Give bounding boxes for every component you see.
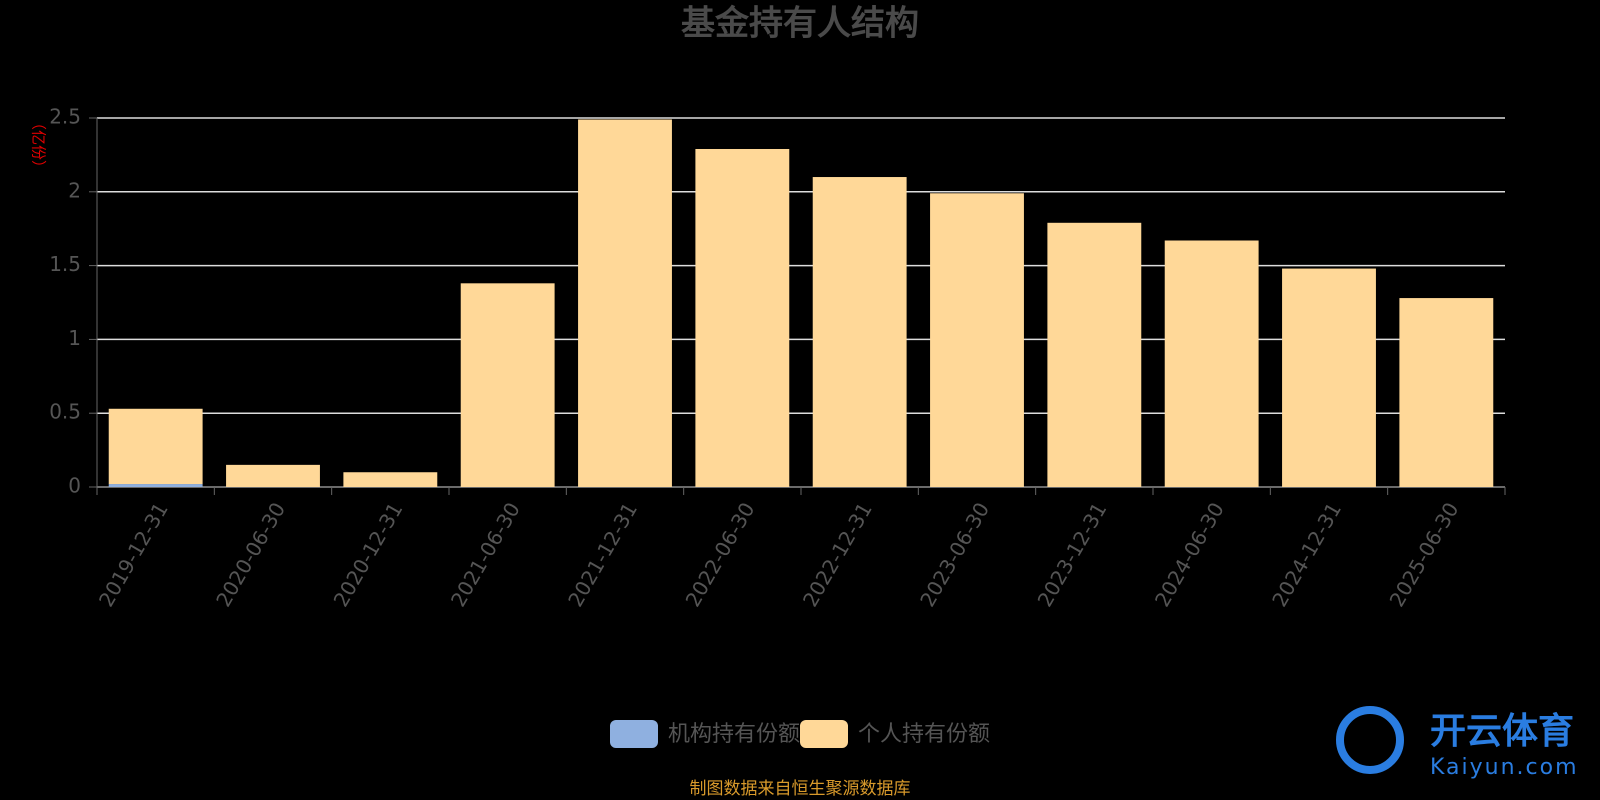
bar: [108, 484, 203, 487]
bar: [1164, 240, 1259, 487]
bar: [1282, 268, 1376, 487]
y-tick-label: 1: [68, 326, 81, 350]
bar: [1399, 298, 1494, 487]
y-tick-label: 0.5: [49, 400, 81, 424]
y-tick-label: 0: [68, 474, 81, 498]
watermark: 开云体育 Kaiyun.com: [1336, 706, 1579, 780]
x-tick-label: 2022-06-30: [681, 498, 760, 611]
bar: [108, 408, 203, 485]
y-tick-label: 2: [68, 178, 81, 202]
bar: [226, 464, 320, 487]
legend-swatch: [800, 720, 848, 748]
bar: [1047, 222, 1142, 487]
source-note: 制图数据来自恒生聚源数据库: [690, 779, 911, 799]
x-tick-label: 2025-06-30: [1385, 498, 1464, 611]
x-tick-label: 2021-06-30: [446, 498, 525, 611]
x-tick-label: 2024-12-31: [1267, 498, 1346, 611]
x-tick-label: 2023-06-30: [915, 498, 994, 611]
x-tick-label: 2019-12-31: [94, 498, 173, 611]
x-tick-label: 2020-12-31: [329, 498, 408, 611]
bar: [460, 283, 555, 487]
bar: [343, 472, 438, 487]
watermark-logo: [1336, 706, 1404, 774]
chart-title: 基金持有人结构: [681, 4, 919, 44]
legend-swatch: [610, 720, 658, 748]
y-tick-label: 1.5: [49, 252, 81, 276]
legend-label: 个人持有份额: [858, 722, 990, 747]
bar: [812, 177, 907, 488]
legend-label: 机构持有份额: [668, 722, 800, 747]
watermark-url: Kaiyun.com: [1430, 755, 1579, 780]
x-tick-label: 2021-12-31: [563, 498, 642, 611]
x-tick-label: 2024-06-30: [1150, 498, 1229, 611]
x-tick-label: 2022-12-31: [798, 498, 877, 611]
bar: [695, 148, 790, 487]
bar: [930, 193, 1024, 487]
y-axis-label: （亿份）: [30, 115, 48, 175]
bar: [578, 119, 672, 487]
watermark-name: 开云体育: [1430, 711, 1574, 752]
y-tick-label: 2.5: [49, 105, 81, 129]
x-tick-label: 2020-06-30: [211, 498, 290, 611]
x-tick-label: 2023-12-31: [1033, 498, 1112, 611]
